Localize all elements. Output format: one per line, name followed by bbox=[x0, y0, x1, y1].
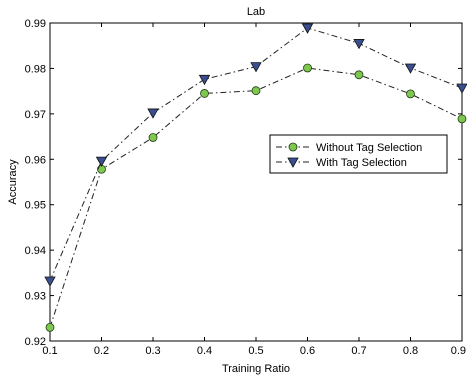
data-point bbox=[353, 39, 365, 50]
data-point bbox=[95, 156, 108, 167]
data-point bbox=[251, 86, 261, 96]
data-point bbox=[456, 83, 467, 94]
data-point bbox=[287, 157, 299, 168]
data-point bbox=[303, 63, 312, 73]
x-tick-label: 0.8 bbox=[403, 345, 418, 357]
series-0 bbox=[45, 63, 467, 332]
x-tick-label: 0.7 bbox=[351, 345, 366, 357]
x-axis: 0.1 0.2 0.3 0.4 0.5 0.6 0.7 0.8 0.9 bbox=[42, 23, 466, 357]
legend-box bbox=[269, 134, 448, 174]
y-tick-label: 0.98 bbox=[25, 63, 46, 75]
x-tick-label: 0.1 bbox=[42, 345, 57, 357]
x-tick-label: 0.6 bbox=[300, 345, 315, 357]
data-point bbox=[198, 74, 211, 86]
y-tick-label: 0.95 bbox=[25, 200, 46, 212]
y-axis-label: Accuracy bbox=[7, 159, 19, 205]
chart-title: Lab bbox=[247, 6, 265, 18]
y-tick-label: 0.93 bbox=[25, 291, 46, 303]
series-line bbox=[49, 67, 463, 328]
legend-label: With Tag Selection bbox=[316, 157, 407, 169]
data-point bbox=[44, 276, 56, 287]
y-tick-label: 0.96 bbox=[25, 154, 46, 166]
data-point bbox=[45, 322, 55, 332]
plot-area bbox=[49, 22, 463, 342]
data-point bbox=[301, 23, 314, 34]
y-axis: 0.92 0.93 0.94 0.95 0.96 0.97 0.98 0.99 bbox=[25, 18, 462, 348]
legend-label: Without Tag Selection bbox=[316, 142, 422, 154]
legend: Without Tag Selection With Tag Selection bbox=[269, 134, 448, 174]
data-point bbox=[250, 62, 262, 73]
x-tick-label: 0.2 bbox=[94, 345, 109, 357]
data-point bbox=[354, 70, 364, 80]
x-tick-label: 0.9 bbox=[451, 345, 466, 357]
data-point bbox=[404, 63, 417, 74]
data-point bbox=[406, 89, 415, 99]
x-tick-label: 0.3 bbox=[145, 345, 160, 357]
data-point bbox=[147, 108, 159, 119]
series-layer bbox=[44, 23, 467, 332]
data-point bbox=[148, 133, 158, 142]
y-tick-label: 0.92 bbox=[25, 336, 46, 348]
series-1 bbox=[44, 23, 467, 287]
x-tick-label: 0.4 bbox=[197, 345, 212, 357]
y-tick-label: 0.99 bbox=[25, 18, 46, 30]
y-tick-label: 0.94 bbox=[25, 245, 46, 257]
x-tick-label: 0.5 bbox=[248, 345, 263, 357]
x-axis-label: Training Ratio bbox=[222, 363, 290, 375]
y-tick-label: 0.97 bbox=[25, 109, 46, 121]
data-point bbox=[200, 89, 209, 98]
data-point bbox=[457, 114, 467, 124]
data-point bbox=[288, 142, 298, 152]
